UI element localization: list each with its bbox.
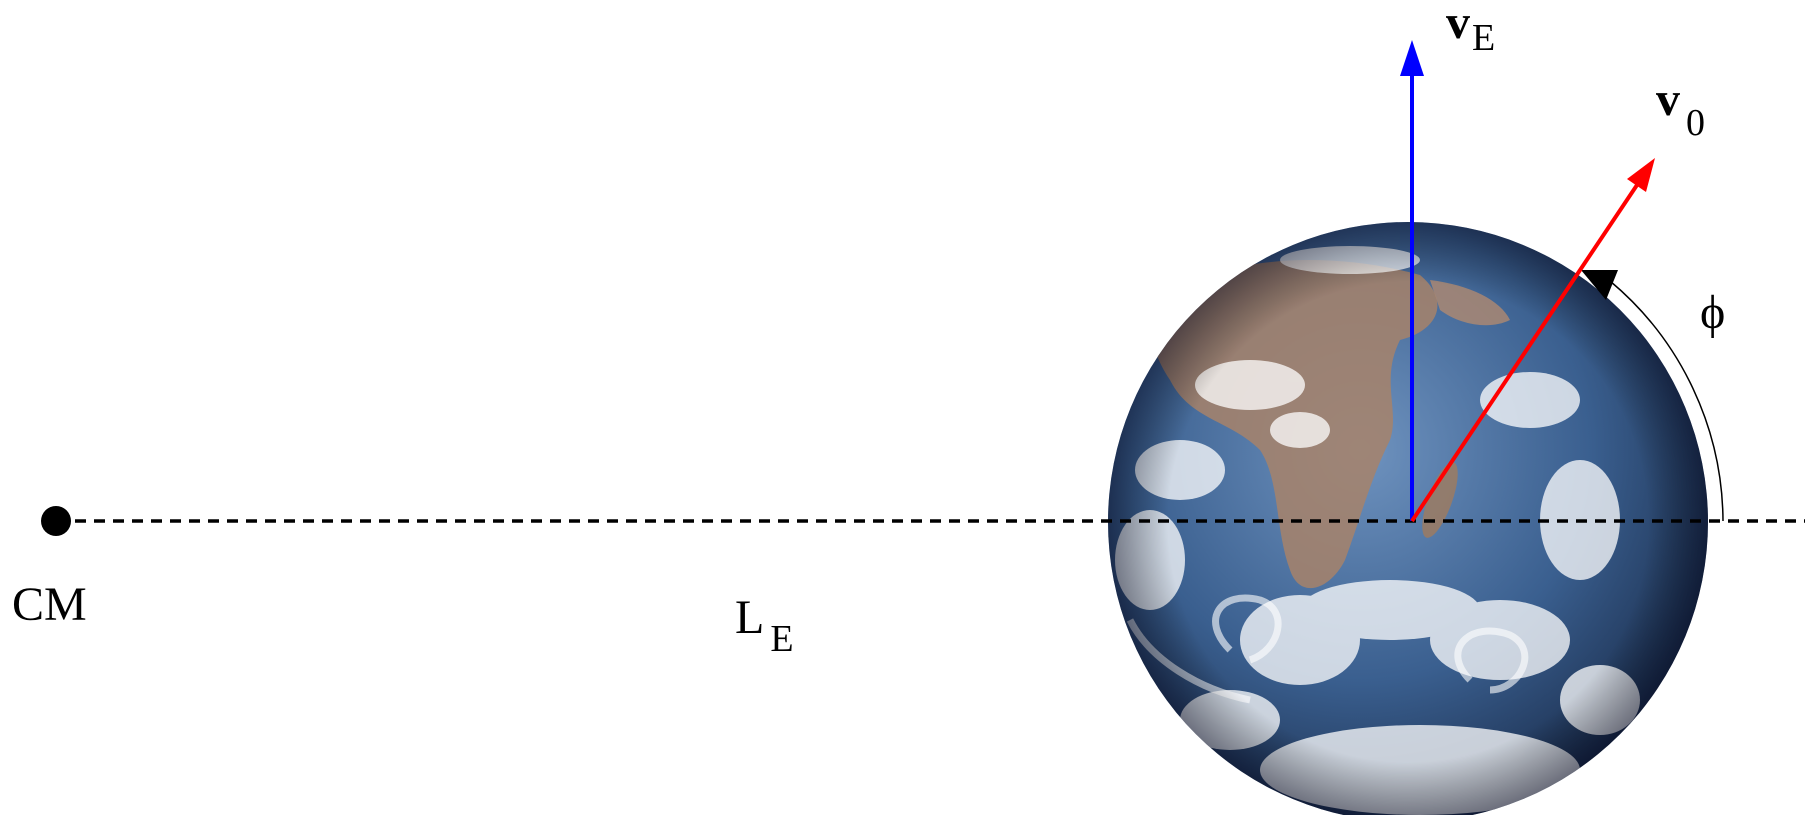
earth-velocity-label: vE <box>1446 0 1495 59</box>
earth-icon <box>1108 222 1708 815</box>
earth-velocity-arrowhead <box>1400 40 1424 76</box>
angle-arc <box>1609 280 1724 522</box>
center-of-mass-dot <box>41 506 71 536</box>
angle-arc-arrowhead <box>1581 270 1618 300</box>
angle-phi-label: ϕ <box>1700 286 1725 339</box>
launch-velocity-arrow-shaft <box>1410 183 1639 523</box>
launch-velocity-arrowhead <box>1627 158 1655 192</box>
cm-label: CM <box>12 578 87 631</box>
